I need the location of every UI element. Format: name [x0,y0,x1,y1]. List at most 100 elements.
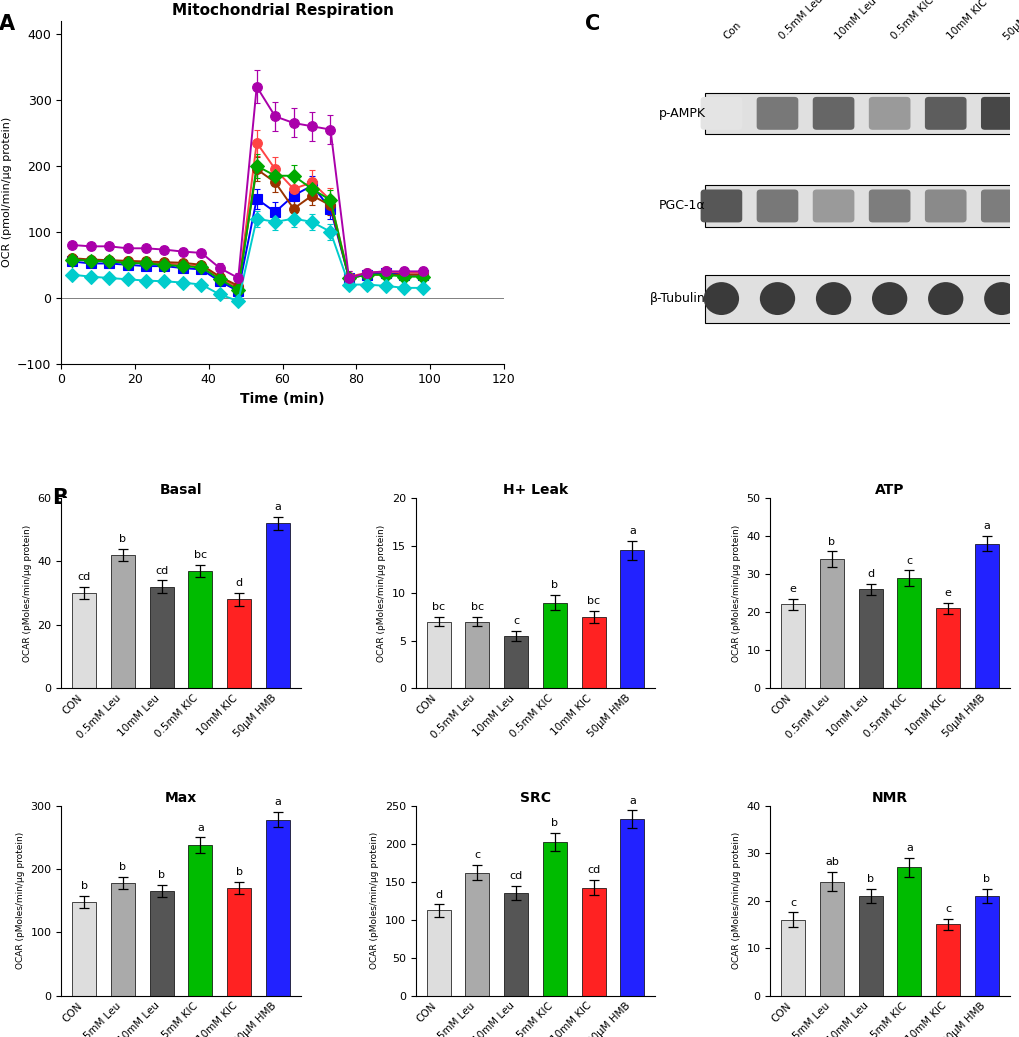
FancyBboxPatch shape [812,190,854,222]
Bar [705,186,1017,226]
Text: B: B [52,488,67,508]
Text: b: b [982,874,989,884]
Bar [819,559,843,688]
Y-axis label: OCAR (pMoles/min/µg protein): OCAR (pMoles/min/µg protein) [22,525,32,662]
Y-axis label: OCAR (pMoles/min/µg protein): OCAR (pMoles/min/µg protein) [370,832,379,970]
Text: a: a [905,843,912,853]
Text: c: c [945,904,951,914]
Text: b: b [158,870,165,880]
Text: 10mM KIC: 10mM KIC [945,0,989,41]
Bar [581,617,605,688]
Text: bc: bc [587,596,599,607]
Text: a: a [982,522,989,531]
Text: ab: ab [824,858,838,867]
Ellipse shape [815,282,851,315]
Text: a: a [629,526,635,536]
Text: b: b [551,581,557,590]
FancyBboxPatch shape [700,190,742,222]
Bar [150,891,173,996]
Text: b: b [119,862,126,872]
Title: Mitochondrial Respiration: Mitochondrial Respiration [171,3,393,19]
Text: a: a [197,822,204,833]
Bar [935,609,959,688]
Bar [581,888,605,996]
Bar [426,621,450,688]
Title: NMR: NMR [871,790,907,805]
Bar [72,902,96,996]
Bar [189,571,212,688]
Text: d: d [866,569,873,579]
Text: e: e [789,584,796,594]
Text: b: b [827,536,835,546]
Text: b: b [235,867,243,877]
Text: a: a [274,502,281,512]
Bar [227,599,251,688]
Y-axis label: OCAR (pMoles/min/µg protein): OCAR (pMoles/min/µg protein) [732,525,740,662]
Text: β-Tubulin: β-Tubulin [649,292,705,305]
Bar [227,888,251,996]
Text: 0.5mM KIC: 0.5mM KIC [889,0,935,41]
Text: a: a [274,797,281,807]
FancyBboxPatch shape [924,96,966,130]
Bar [705,92,1017,134]
Ellipse shape [983,282,1018,315]
Bar [266,524,289,688]
Bar [189,845,212,996]
Text: e: e [944,588,951,598]
Text: bc: bc [432,602,444,612]
Bar [542,602,567,688]
Title: ATP: ATP [874,483,904,497]
Bar [897,578,920,688]
Bar [858,896,881,996]
Ellipse shape [927,282,962,315]
FancyBboxPatch shape [812,96,854,130]
Text: c: c [790,898,796,907]
Y-axis label: OCAR (pMoles/min/µg protein): OCAR (pMoles/min/µg protein) [732,832,740,970]
FancyBboxPatch shape [756,190,798,222]
Text: b: b [551,818,557,829]
Text: cd: cd [510,871,523,881]
Title: SRC: SRC [520,790,550,805]
Text: bc: bc [194,550,207,560]
Bar [974,896,998,996]
Bar [426,910,450,996]
FancyBboxPatch shape [980,190,1019,222]
Title: Max: Max [165,790,197,805]
Title: H+ Leak: H+ Leak [502,483,568,497]
Bar [858,589,881,688]
FancyBboxPatch shape [700,96,742,130]
Text: d: d [435,890,442,900]
Text: b: b [81,880,88,891]
Text: 10mM Leu: 10mM Leu [833,0,878,41]
Bar [72,593,96,688]
Bar [503,893,528,996]
Ellipse shape [703,282,739,315]
Text: c: c [906,556,912,565]
Text: c: c [513,616,519,626]
Text: C: C [585,13,600,34]
Y-axis label: OCAR (pMoles/min/µg protein): OCAR (pMoles/min/µg protein) [377,525,386,662]
Bar [781,920,804,996]
Text: 0.5mM Leu: 0.5mM Leu [776,0,824,41]
Ellipse shape [759,282,795,315]
Text: Con: Con [720,20,742,41]
Text: A: A [0,13,15,34]
Y-axis label: OCAR (pMoles/min/µg protein): OCAR (pMoles/min/µg protein) [15,832,24,970]
Text: p-AMPK: p-AMPK [657,107,705,120]
Bar [542,842,567,996]
Ellipse shape [871,282,907,315]
Text: cd: cd [77,572,91,582]
Text: cd: cd [155,566,168,576]
Text: bc: bc [471,602,483,612]
Text: cd: cd [586,865,599,875]
Bar [266,819,289,996]
Bar [503,636,528,688]
FancyBboxPatch shape [868,190,910,222]
Bar [897,867,920,996]
Bar [705,275,1017,323]
FancyBboxPatch shape [924,190,966,222]
FancyBboxPatch shape [868,96,910,130]
Bar [465,872,489,996]
Text: a: a [629,795,635,806]
Bar [620,551,644,688]
